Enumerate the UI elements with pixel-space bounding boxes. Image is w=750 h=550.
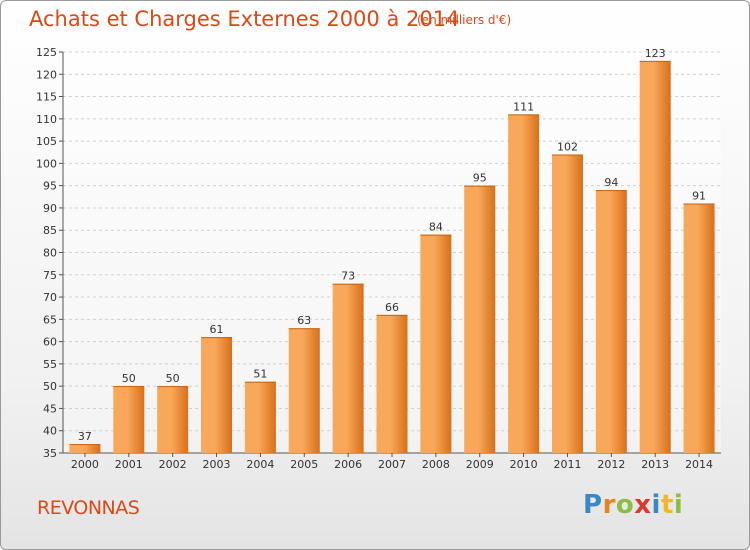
bar xyxy=(420,234,452,453)
x-tick-label: 2008 xyxy=(422,458,450,471)
data-label: 84 xyxy=(429,221,443,234)
y-tick-label: 115 xyxy=(36,91,57,104)
y-tick-label: 35 xyxy=(43,447,57,460)
y-tick-label: 70 xyxy=(43,291,57,304)
bar xyxy=(157,386,189,453)
x-tick-label: 2000 xyxy=(71,458,99,471)
x-tick-label: 2001 xyxy=(115,458,143,471)
x-tick-label: 2014 xyxy=(685,458,713,471)
y-tick-label: 125 xyxy=(36,46,57,59)
bar xyxy=(201,337,233,453)
data-label: 95 xyxy=(473,172,487,185)
y-tick-label: 105 xyxy=(36,135,57,148)
y-tick-label: 80 xyxy=(43,247,57,260)
y-tick-label: 120 xyxy=(36,68,57,81)
data-label: 37 xyxy=(78,430,92,443)
data-label: 50 xyxy=(122,372,136,385)
data-label: 66 xyxy=(385,301,399,314)
bar xyxy=(551,154,583,453)
data-label: 94 xyxy=(604,176,618,189)
y-tick-label: 50 xyxy=(43,380,57,393)
data-label: 63 xyxy=(297,314,311,327)
chart-subtitle: (en milliers d'€) xyxy=(417,13,512,27)
y-tick-label: 55 xyxy=(43,358,57,371)
bar xyxy=(69,444,101,453)
logo-letter: o xyxy=(615,490,635,520)
y-tick-label: 95 xyxy=(43,180,57,193)
x-tick-label: 2005 xyxy=(290,458,318,471)
bar xyxy=(639,60,671,454)
y-tick-label: 65 xyxy=(43,313,57,326)
x-tick-label: 2009 xyxy=(466,458,494,471)
x-tick-label: 2011 xyxy=(553,458,581,471)
x-tick-label: 2013 xyxy=(641,458,669,471)
x-tick-label: 2012 xyxy=(597,458,625,471)
commune-name: REVONNAS xyxy=(37,497,140,519)
y-tick-label: 40 xyxy=(43,425,57,438)
chart-title: Achats et Charges Externes 2000 à 2014 xyxy=(29,7,460,31)
y-tick-label: 60 xyxy=(43,336,57,349)
proxiti-logo[interactable]: Proxiti xyxy=(583,490,683,520)
y-tick-label: 45 xyxy=(43,402,57,415)
logo-letter: r xyxy=(602,490,616,520)
y-tick-label: 90 xyxy=(43,202,57,215)
logo-letter: i xyxy=(673,490,684,520)
bar xyxy=(288,328,320,453)
x-tick-label: 2004 xyxy=(246,458,274,471)
logo-letter: t xyxy=(660,490,674,520)
data-label: 73 xyxy=(341,270,355,283)
y-tick-label: 110 xyxy=(36,113,57,126)
data-label: 50 xyxy=(166,372,180,385)
data-label: 91 xyxy=(692,189,706,202)
x-tick-label: 2003 xyxy=(203,458,231,471)
bar xyxy=(464,185,496,453)
x-tick-label: 2006 xyxy=(334,458,362,471)
bar xyxy=(508,114,540,453)
bar xyxy=(376,314,408,453)
data-label: 102 xyxy=(557,140,578,153)
bar xyxy=(332,283,364,453)
data-label: 51 xyxy=(253,368,267,381)
data-label: 111 xyxy=(513,100,534,113)
x-tick-label: 2002 xyxy=(159,458,187,471)
x-tick-label: 2010 xyxy=(510,458,538,471)
bar xyxy=(683,203,715,453)
y-tick-label: 100 xyxy=(36,157,57,170)
bar xyxy=(113,386,145,453)
data-label: 61 xyxy=(210,323,224,336)
bar xyxy=(244,381,276,453)
data-label: 123 xyxy=(645,47,666,60)
logo-letter: P xyxy=(583,490,603,520)
y-tick-label: 85 xyxy=(43,224,57,237)
x-tick-label: 2007 xyxy=(378,458,406,471)
y-tick-label: 75 xyxy=(43,269,57,282)
logo-letter: x xyxy=(634,490,652,520)
logo-letter: i xyxy=(651,490,661,520)
bar xyxy=(595,190,627,453)
